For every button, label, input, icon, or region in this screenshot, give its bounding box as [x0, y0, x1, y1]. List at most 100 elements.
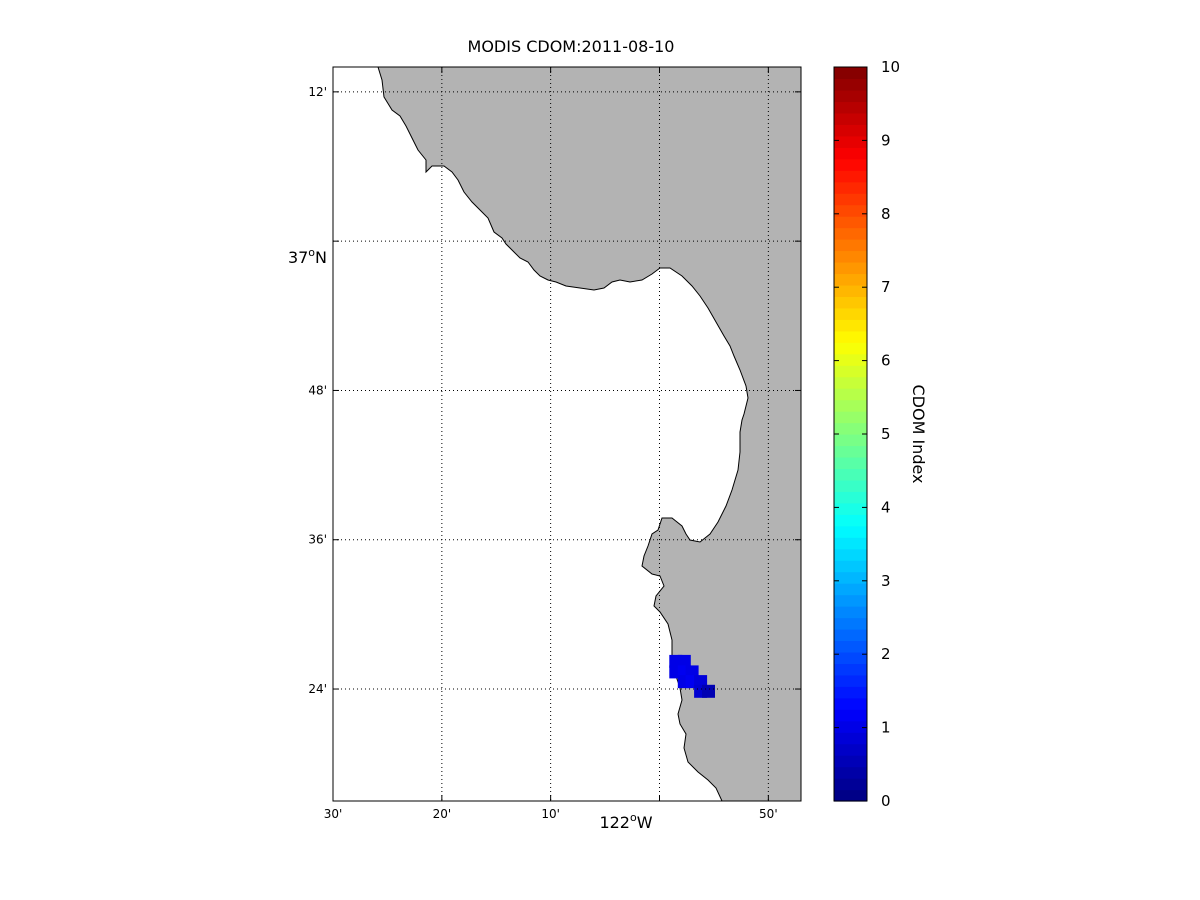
colorbar-tick-label: 4 [881, 498, 891, 516]
colorbar-label: CDOM Index [909, 384, 928, 483]
lon-main-sup: o [630, 811, 637, 824]
x-tick-label: 20' [433, 807, 452, 821]
colorbar-band [834, 755, 867, 768]
colorbar-band [834, 181, 867, 194]
colorbar-tick-label: 1 [881, 719, 891, 737]
colorbar-band [834, 78, 867, 91]
colorbar-band [834, 456, 867, 470]
x-tick-labels: 30' 20' 10' 50' [324, 807, 778, 821]
cdom-pixel [702, 684, 715, 698]
colorbar-band [834, 445, 867, 458]
colorbar-band [834, 216, 867, 229]
colorbar-band [834, 284, 867, 297]
colorbar-band [834, 376, 867, 389]
colorbar-tick-label: 2 [881, 645, 891, 663]
map-axes: 30' 20' 10' 50' 12'48'36'24' 122oW 37oN [288, 66, 802, 832]
cdom-pixel [677, 654, 691, 668]
colorbar-band [834, 548, 867, 561]
colorbar-band [834, 193, 867, 206]
colorbar-band [834, 778, 867, 791]
lat-main-sup: o [308, 246, 315, 259]
colorbar-band [834, 479, 867, 492]
colorbar-band [834, 296, 867, 309]
coastline-land [377, 66, 802, 802]
colorbar-band [834, 353, 867, 366]
colorbar-band [834, 158, 867, 171]
colorbar-tick-label: 9 [881, 131, 891, 149]
colorbar-band [834, 732, 867, 745]
x-tick-label: 30' [324, 807, 343, 821]
axes-frame [332, 66, 802, 802]
colorbar-band [834, 491, 867, 504]
lat-main-label: 37oN [288, 246, 327, 267]
colorbar-tick-label: 6 [881, 352, 891, 370]
colorbar-band [834, 651, 867, 664]
colorbar-band [834, 434, 867, 447]
colorbar-band [834, 67, 867, 80]
colorbar-band [834, 89, 867, 103]
y-tick-label: 48' [308, 383, 327, 397]
colorbar-band [834, 766, 867, 779]
colorbar-band [834, 697, 867, 710]
colorbar-band [834, 606, 867, 619]
cdom-pixel-layer [669, 654, 715, 698]
colorbar-band [834, 135, 867, 148]
figure-title: MODIS CDOM:2011-08-10 [468, 37, 675, 56]
colorbar-band [834, 239, 867, 252]
colorbar-ticks: 0 1 2 3 4 5 6 7 8 9 10 [834, 58, 900, 810]
y-tick-label: 12' [308, 85, 327, 99]
colorbar-gradient [834, 67, 867, 802]
colorbar-band [834, 525, 867, 538]
colorbar-band [834, 342, 867, 355]
colorbar-band [834, 594, 867, 607]
colorbar-band [834, 365, 867, 378]
colorbar-band [834, 720, 867, 733]
colorbar-band [834, 686, 867, 699]
colorbar-band [834, 789, 867, 802]
colorbar-band [834, 502, 867, 515]
colorbar-band [834, 640, 867, 653]
colorbar-band [834, 411, 867, 424]
colorbar-tick-label: 10 [881, 58, 900, 76]
colorbar-tick-label: 0 [881, 792, 891, 810]
colorbar-band [834, 147, 867, 160]
colorbar-band [834, 250, 867, 263]
colorbar-band [834, 514, 867, 527]
lon-main-hemi: W [637, 813, 653, 832]
colorbar-band [834, 422, 867, 435]
y-tick-label: 24' [308, 682, 327, 696]
colorbar-tick-label: 3 [881, 572, 891, 590]
colorbar-band [834, 743, 867, 756]
lat-main-hemi: N [315, 248, 327, 267]
colorbar-band [834, 468, 867, 481]
y-tick-labels: 12' 48' 36' 24' [308, 85, 327, 696]
colorbar-band [834, 261, 867, 275]
colorbar-tick-label: 5 [881, 425, 891, 443]
colorbar-band [834, 583, 867, 596]
colorbar-band [834, 388, 867, 401]
lat-main-deg: 37 [288, 248, 308, 267]
colorbar-band [834, 399, 867, 412]
colorbar-band [834, 571, 867, 584]
colorbar-band [834, 101, 867, 114]
colorbar-band [834, 112, 867, 125]
colorbar-band [834, 617, 867, 630]
colorbar-band [834, 204, 867, 217]
colorbar-band [834, 628, 867, 642]
colorbar-band [834, 709, 867, 722]
colorbar-band [834, 307, 867, 320]
colorbar-band [834, 170, 867, 183]
colorbar-band [834, 227, 867, 240]
x-tick-label: 50' [759, 807, 778, 821]
colorbar: 0 1 2 3 4 5 6 7 8 9 10 CDOM Index [833, 58, 928, 810]
colorbar-band [834, 330, 867, 343]
colorbar-band [834, 663, 867, 676]
land-mass [377, 66, 802, 802]
colorbar-band [834, 560, 867, 573]
y-tick-label: 36' [308, 533, 327, 547]
colorbar-band [834, 319, 867, 332]
colorbar-tick-label: 7 [881, 278, 891, 296]
colorbar-tick-label: 8 [881, 205, 891, 223]
x-tick-label: 10' [541, 807, 560, 821]
